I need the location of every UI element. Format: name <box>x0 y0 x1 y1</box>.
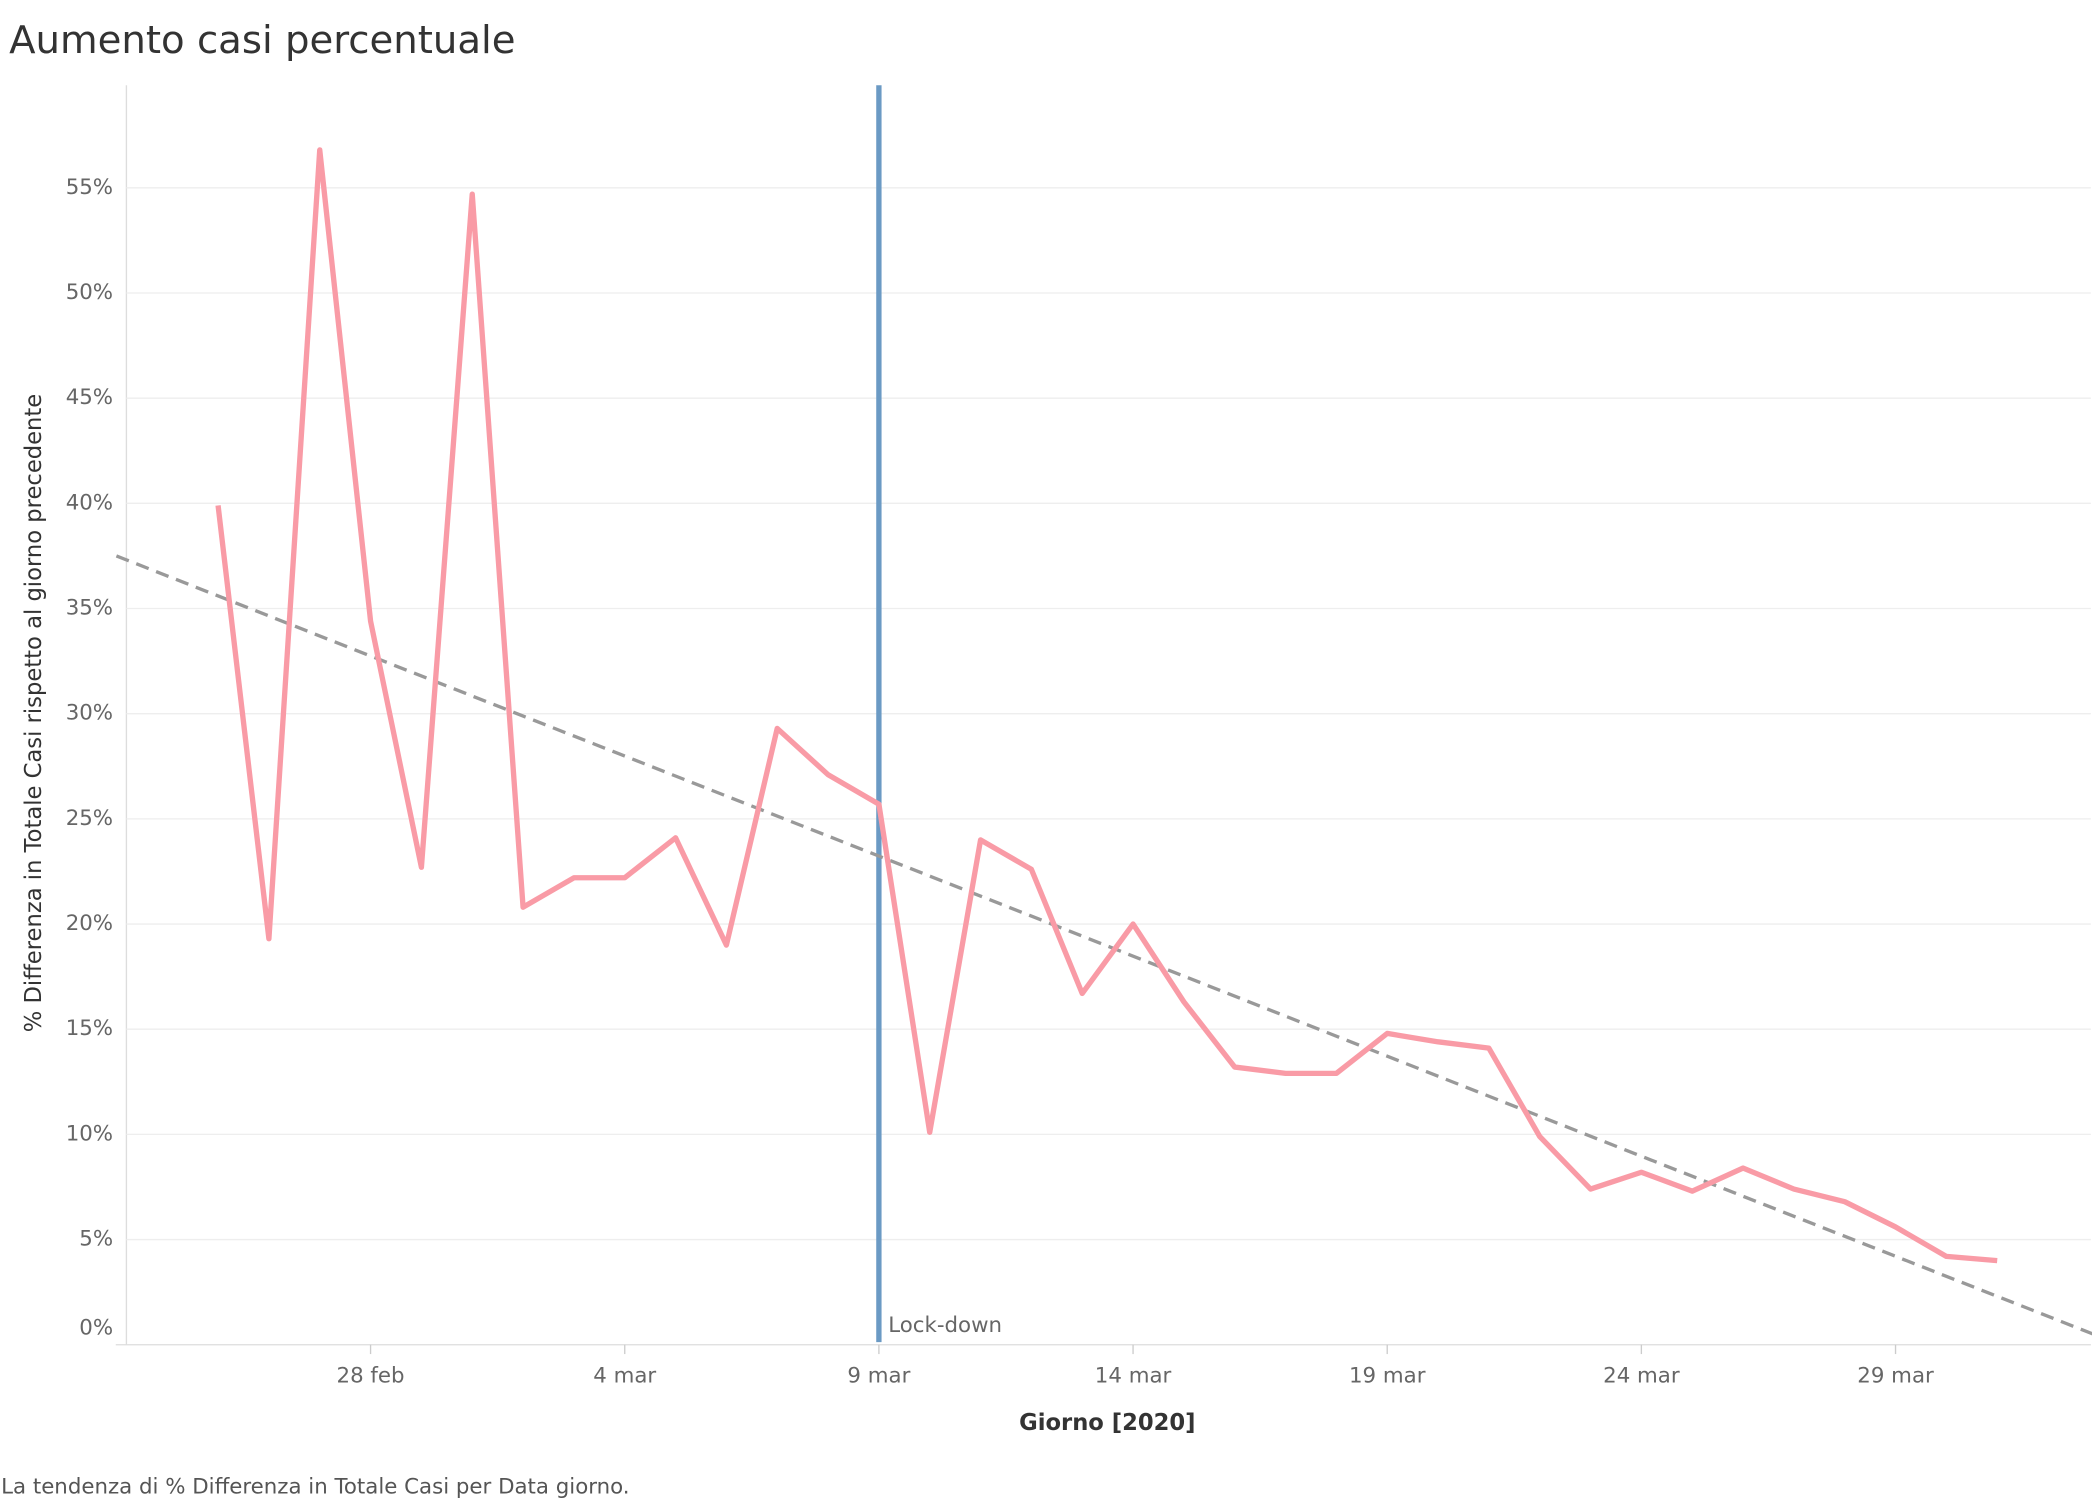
y-tick-label: 10% <box>66 1121 113 1146</box>
x-tick-label: 24 mar <box>1603 1364 1680 1389</box>
y-tick-label: 25% <box>66 806 113 831</box>
x-tick-label: 19 mar <box>1349 1364 1426 1389</box>
y-tick-label: 20% <box>66 911 113 936</box>
y-tick-label: 0% <box>79 1316 113 1341</box>
x-tick-label: 4 mar <box>593 1364 656 1389</box>
y-tick-label: 45% <box>66 385 113 410</box>
data-line <box>215 147 1998 1264</box>
y-tick-label: 5% <box>79 1227 113 1252</box>
x-tick-label: 29 mar <box>1857 1364 1934 1389</box>
chart-title: Aumento casi percentuale <box>9 18 515 63</box>
y-axis-label: % Differenza in Totale Casi rispetto al … <box>21 394 47 1032</box>
y-tick-label: 40% <box>66 490 113 515</box>
trend-line <box>115 554 2092 1336</box>
footnote: La tendenza di % Differenza in Totale Ca… <box>1 1474 629 1499</box>
lockdown-label: Lock-down <box>888 1313 1002 1338</box>
x-tick-label: 14 mar <box>1095 1364 1172 1389</box>
x-tick-label: 9 mar <box>847 1364 910 1389</box>
y-tick-label: 30% <box>66 701 113 726</box>
y-tick-label: 50% <box>66 280 113 305</box>
y-tick-label: 15% <box>66 1016 113 1041</box>
x-tick-label: 28 feb <box>337 1364 405 1389</box>
y-tick-label: 35% <box>66 596 113 621</box>
y-tick-label: 55% <box>66 175 113 200</box>
x-axis-label: Giorno [2020] <box>1019 1410 1195 1436</box>
